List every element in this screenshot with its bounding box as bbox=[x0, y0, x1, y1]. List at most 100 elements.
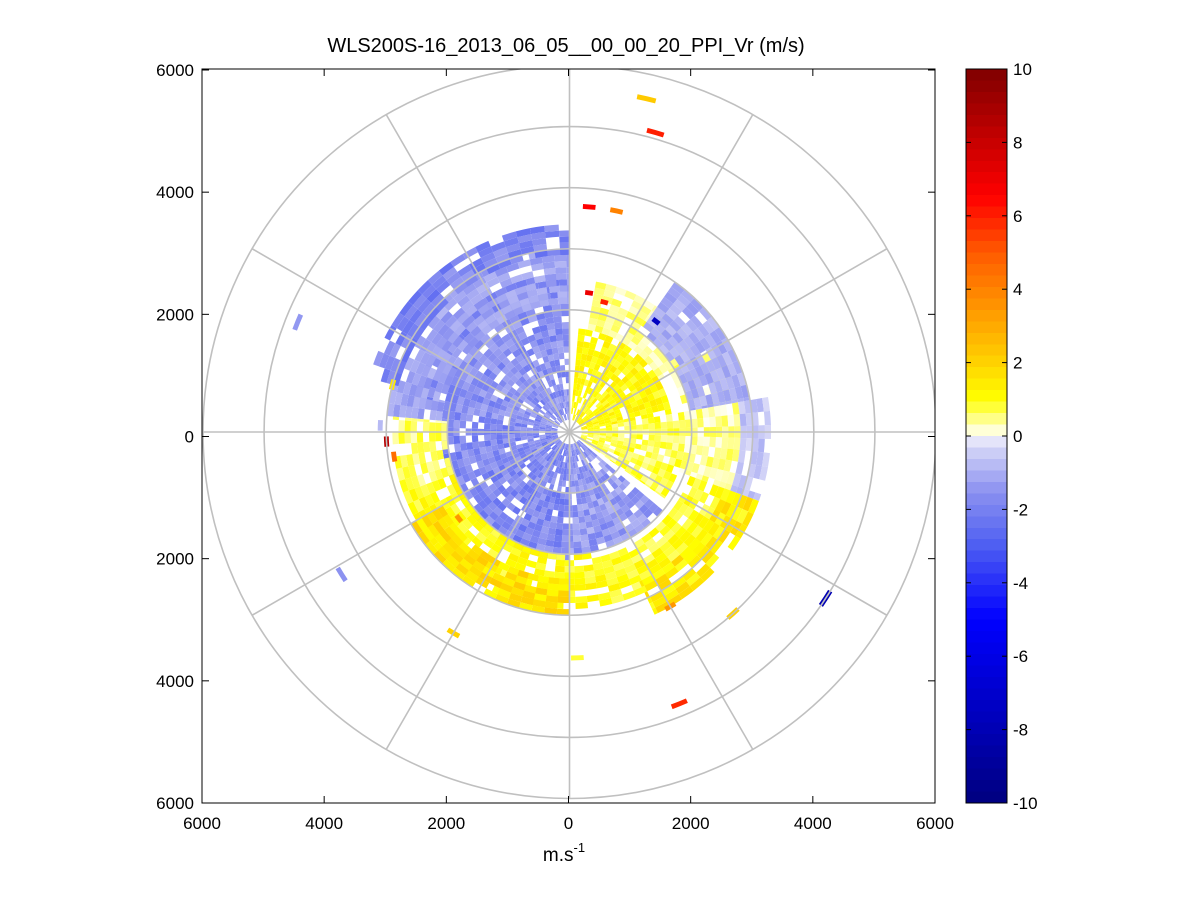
velocity-cell bbox=[655, 601, 671, 614]
velocity-cell bbox=[492, 366, 502, 376]
velocity-cell bbox=[579, 411, 585, 418]
velocity-cell bbox=[649, 399, 658, 407]
velocity-cell bbox=[683, 506, 694, 519]
velocity-cell bbox=[373, 350, 384, 367]
velocity-cell bbox=[538, 464, 545, 472]
velocity-cell bbox=[479, 287, 493, 299]
velocity-cell bbox=[571, 407, 574, 414]
velocity-cell bbox=[652, 338, 664, 349]
velocity-cell bbox=[649, 361, 659, 371]
velocity-cell bbox=[566, 413, 569, 420]
velocity-cell bbox=[447, 436, 455, 445]
velocity-cell bbox=[596, 580, 608, 589]
velocity-cell bbox=[514, 484, 523, 493]
velocity-cell bbox=[557, 596, 570, 604]
velocity-cell bbox=[584, 477, 591, 485]
velocity-cell bbox=[586, 456, 593, 463]
velocity-cell bbox=[530, 458, 538, 465]
velocity-cell bbox=[441, 352, 452, 364]
velocity-cell bbox=[550, 490, 557, 498]
velocity-cell bbox=[593, 363, 601, 372]
velocity-cell bbox=[587, 475, 594, 483]
velocity-cell bbox=[544, 273, 557, 282]
velocity-cell bbox=[657, 301, 670, 314]
velocity-cell bbox=[501, 333, 512, 344]
velocity-cell bbox=[618, 482, 627, 492]
velocity-cell bbox=[436, 449, 445, 460]
velocity-cell bbox=[573, 553, 583, 561]
velocity-cell bbox=[603, 416, 611, 422]
velocity-cell bbox=[556, 371, 562, 379]
velocity-cell bbox=[536, 581, 549, 590]
velocity-cell bbox=[678, 467, 686, 474]
velocity-cell bbox=[658, 353, 669, 364]
velocity-cell bbox=[563, 346, 570, 353]
azimuth-spoke bbox=[251, 431, 570, 616]
velocity-cell bbox=[646, 316, 658, 328]
velocity-cell bbox=[572, 395, 576, 402]
velocity-cell bbox=[592, 499, 600, 508]
velocity-cell bbox=[700, 567, 715, 582]
velocity-cell bbox=[573, 468, 577, 475]
velocity-cell bbox=[526, 462, 534, 469]
velocity-cell bbox=[506, 598, 521, 609]
velocity-cell bbox=[668, 457, 677, 466]
velocity-cell bbox=[763, 410, 771, 426]
velocity-cell bbox=[572, 510, 579, 518]
velocity-cell bbox=[537, 293, 549, 302]
velocity-cell bbox=[554, 254, 567, 262]
velocity-cell bbox=[576, 346, 583, 354]
velocity-cell bbox=[493, 479, 503, 489]
velocity-cell bbox=[519, 359, 528, 368]
velocity-cell bbox=[518, 240, 534, 250]
velocity-cell bbox=[417, 418, 424, 422]
velocity-cell bbox=[635, 490, 645, 500]
velocity-cell bbox=[542, 397, 548, 404]
velocity-cell bbox=[508, 421, 516, 427]
velocity-cell bbox=[709, 496, 721, 510]
velocity-cell bbox=[483, 505, 494, 516]
velocity-cell bbox=[709, 436, 717, 448]
velocity-cell bbox=[742, 496, 754, 512]
velocity-cell bbox=[580, 459, 586, 466]
velocity-cell bbox=[571, 480, 576, 487]
velocity-cell bbox=[523, 512, 533, 522]
velocity-cell bbox=[684, 436, 692, 445]
velocity-cell bbox=[560, 547, 570, 555]
velocity-cell bbox=[759, 465, 769, 481]
velocity-cell bbox=[640, 444, 648, 452]
velocity-cell bbox=[735, 461, 744, 475]
velocity-cell bbox=[424, 399, 433, 411]
velocity-cell bbox=[546, 589, 559, 597]
velocity-cell bbox=[466, 413, 474, 422]
velocity-cell bbox=[586, 410, 593, 416]
velocity-cell bbox=[455, 510, 467, 523]
velocity-cell bbox=[564, 492, 570, 500]
velocity-cell bbox=[423, 441, 431, 453]
velocity-cell bbox=[467, 406, 475, 416]
velocity-cell bbox=[569, 547, 574, 555]
velocity-cell bbox=[617, 402, 625, 409]
velocity-cell bbox=[492, 309, 505, 320]
velocity-cell bbox=[401, 319, 415, 335]
velocity-cell bbox=[578, 419, 584, 424]
velocity-cell bbox=[563, 443, 567, 450]
velocity-cell bbox=[574, 480, 580, 487]
velocity-cell bbox=[610, 594, 625, 604]
velocity-cell bbox=[652, 506, 664, 517]
velocity-cell bbox=[507, 295, 520, 305]
velocity-cell bbox=[529, 535, 540, 544]
velocity-cell bbox=[550, 515, 558, 523]
velocity-cell bbox=[497, 525, 508, 536]
velocity-cell bbox=[507, 565, 520, 576]
velocity-cell bbox=[648, 502, 659, 513]
velocity-cell bbox=[614, 486, 623, 495]
velocity-cell bbox=[625, 311, 637, 321]
velocity-cell bbox=[399, 479, 409, 493]
velocity-cell bbox=[473, 360, 483, 371]
velocity-cell bbox=[538, 343, 546, 352]
velocity-cell bbox=[663, 529, 675, 541]
data-sector bbox=[392, 416, 455, 493]
velocity-cell bbox=[663, 360, 674, 371]
velocity-cell bbox=[629, 416, 636, 422]
